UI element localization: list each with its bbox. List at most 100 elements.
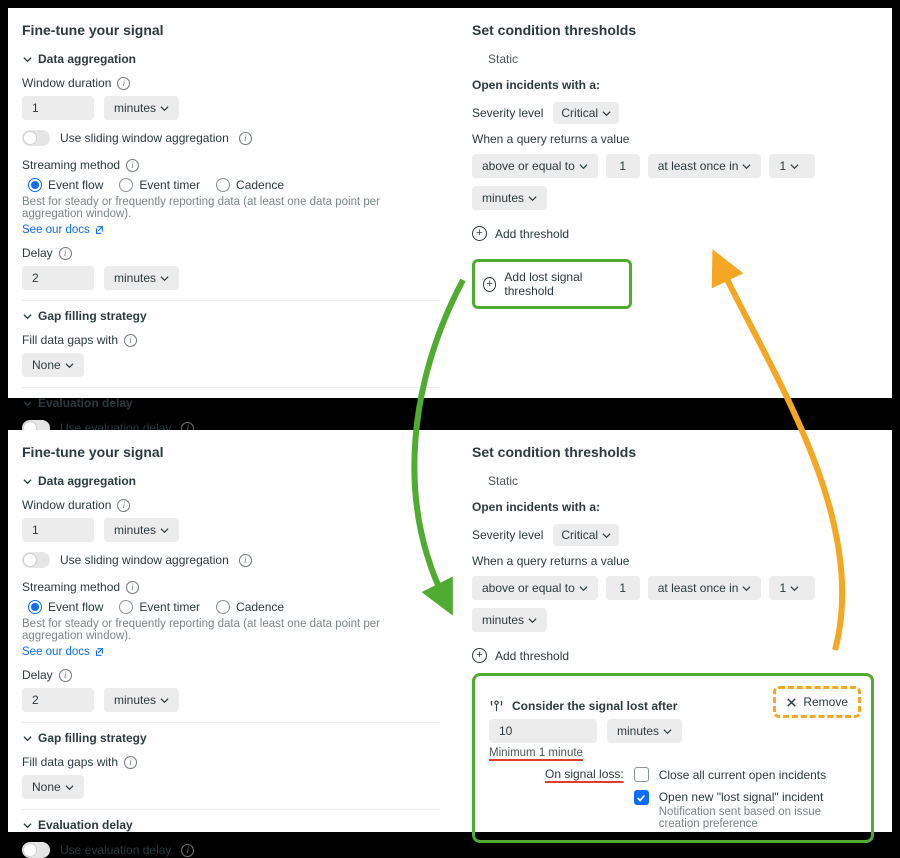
info-icon[interactable]: i [124,756,137,769]
window-duration-unit-select[interactable]: minutes [104,96,179,120]
data-aggregation-header[interactable]: Data aggregation [22,474,440,488]
query-returns-label: When a query returns a value [472,132,874,146]
radio-event-timer[interactable]: Event timer [119,178,200,192]
evaluation-delay-header[interactable]: Evaluation delay [22,818,440,832]
chevron-down-icon [65,783,74,792]
external-link-icon [94,225,104,235]
sliding-window-toggle[interactable] [22,130,50,146]
window-duration-input[interactable]: 1 [22,96,94,120]
chevron-down-icon [22,733,32,743]
radio-cadence[interactable]: Cadence [216,178,284,192]
right-title: Set condition thresholds [472,22,874,38]
info-icon[interactable]: i [59,669,72,682]
threshold-value-input[interactable]: 1 [606,154,640,178]
chevron-down-icon [579,162,588,171]
chevron-down-icon [663,727,672,736]
gap-filling-header[interactable]: Gap filling strategy [22,731,440,745]
gap-fill-select[interactable]: None [22,775,84,799]
gap-fill-select[interactable]: None [22,353,84,377]
docs-link[interactable]: See our docs [22,224,104,236]
plus-icon: + [472,648,487,663]
remove-highlight: Remove [773,686,861,718]
radio-cadence[interactable]: Cadence [216,600,284,614]
info-icon[interactable]: i [59,247,72,260]
static-label: Static [488,52,874,66]
add-threshold-button[interactable]: + Add threshold [472,226,874,241]
delay-input[interactable]: 2 [22,266,94,290]
gap-fill-label: Fill data gaps with [22,333,118,347]
external-link-icon [94,647,104,657]
frequency-select[interactable]: at least once in [648,576,762,600]
info-icon[interactable]: i [117,77,130,90]
frequency-value-input[interactable]: 1 [769,576,815,600]
info-icon[interactable]: i [239,554,252,567]
open-lost-signal-checkbox[interactable] [634,790,649,805]
window-duration-label-row: Window duration i [22,76,440,90]
radio-event-timer[interactable]: Event timer [119,600,200,614]
severity-label: Severity level [472,106,543,120]
left-column: Fine-tune your signal Data aggregation W… [8,8,458,398]
chevron-down-icon [160,696,169,705]
info-icon[interactable]: i [239,132,252,145]
add-lost-signal-button[interactable]: Add lost signal threshold [504,270,619,298]
on-signal-loss-label: On signal loss: [545,767,624,781]
chevron-down-icon [22,54,32,64]
frequency-select[interactable]: at least once in [648,154,762,178]
evaluation-delay-toggle[interactable] [22,842,50,858]
chevron-down-icon [602,109,611,118]
frequency-unit-select[interactable]: minutes [472,608,547,632]
threshold-value-input[interactable]: 1 [606,576,640,600]
info-icon[interactable]: i [117,499,130,512]
severity-select[interactable]: Critical [553,524,619,546]
comparator-select[interactable]: above or equal to [472,154,598,178]
add-threshold-button[interactable]: +Add threshold [472,648,874,663]
lost-signal-section-highlight: Remove Consider the signal lost after 10… [472,673,874,843]
right-title: Set condition thresholds [472,444,874,460]
docs-link[interactable]: See our docs [22,646,104,658]
close-icon [786,697,797,708]
streaming-helper: Best for steady or frequently reporting … [22,196,440,220]
delay-input[interactable]: 2 [22,688,94,712]
chevron-down-icon [528,616,537,625]
comparator-select[interactable]: above or equal to [472,576,598,600]
chevron-down-icon [160,274,169,283]
right-column: Set condition thresholds Static Open inc… [458,430,892,832]
lost-signal-unit-select[interactable]: minutes [607,719,682,743]
radio-event-flow[interactable]: Event flow [28,178,103,192]
remove-button[interactable]: Remove [776,689,858,715]
chevron-down-icon [160,104,169,113]
frequency-value-input[interactable]: 1 [769,154,815,178]
info-icon[interactable]: i [181,844,194,857]
window-duration-unit: minutes [114,101,156,115]
plus-icon: + [483,277,496,292]
radio-icon [216,178,230,192]
add-lost-signal-highlight: + Add lost signal threshold [472,259,632,309]
lost-signal-value-input[interactable]: 10 [489,719,597,743]
gap-filling-header[interactable]: Gap filling strategy [22,309,440,323]
streaming-method-label-row: Streaming method i [22,158,440,172]
frequency-unit-select[interactable]: minutes [472,186,547,210]
plus-icon: + [472,226,487,241]
severity-select[interactable]: Critical [553,102,619,124]
radio-icon [216,600,230,614]
left-column: Fine-tune your signal Data aggregation W… [8,430,458,832]
data-aggregation-header[interactable]: Data aggregation [22,52,440,66]
sliding-window-label: Use sliding window aggregation [60,131,229,145]
delay-unit-select[interactable]: minutes [104,266,179,290]
info-icon[interactable]: i [126,581,139,594]
window-duration-input[interactable]: 1 [22,518,94,542]
info-icon[interactable]: i [126,159,139,172]
chevron-down-icon [22,398,32,408]
evaluation-delay-header[interactable]: Evaluation delay [22,396,440,410]
window-duration-unit-select[interactable]: minutes [104,518,179,542]
open-incidents-label: Open incidents with a: [472,78,874,92]
panel-before: Fine-tune your signal Data aggregation W… [8,8,892,398]
radio-event-flow[interactable]: Event flow [28,600,103,614]
delay-unit-select[interactable]: minutes [104,688,179,712]
chevron-down-icon [602,531,611,540]
static-label: Static [488,474,874,488]
info-icon[interactable]: i [124,334,137,347]
close-incidents-checkbox[interactable] [634,767,649,782]
sliding-window-toggle[interactable] [22,552,50,568]
radio-icon [119,600,133,614]
